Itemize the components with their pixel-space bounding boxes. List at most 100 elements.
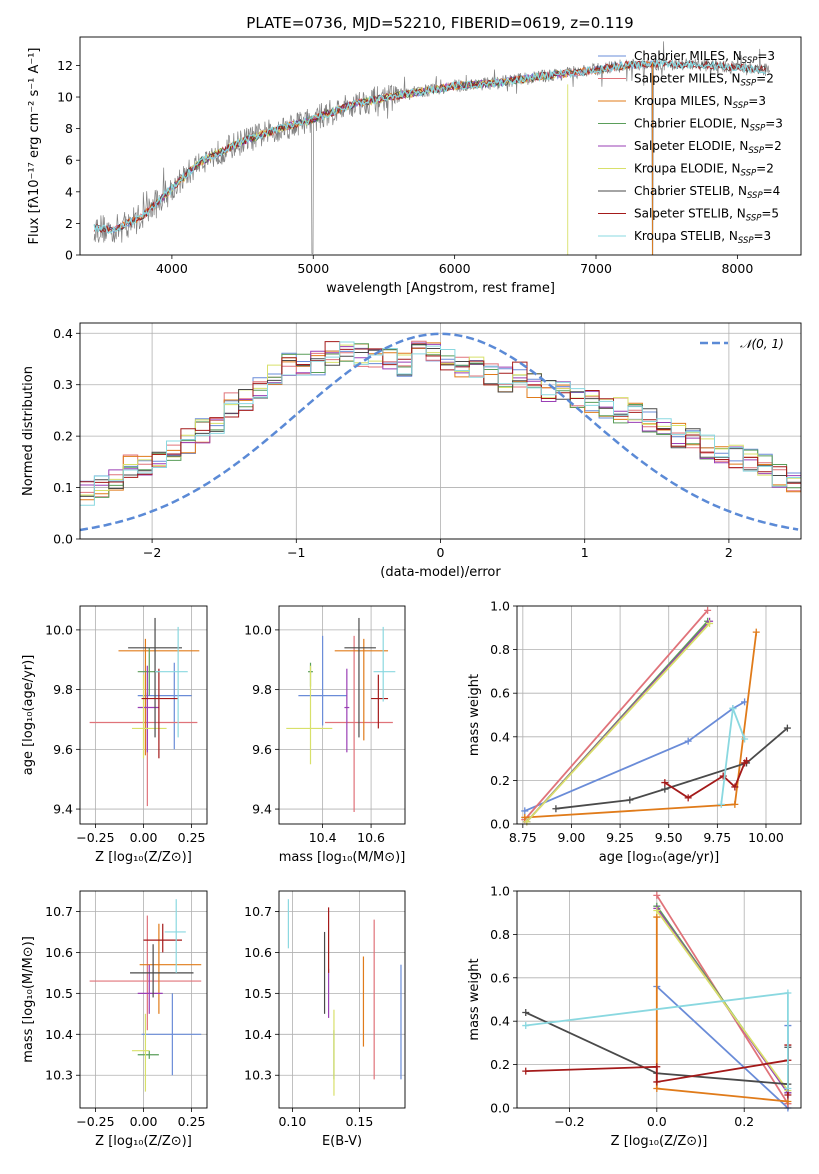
plot-area	[93, 41, 771, 255]
x-tick-label: 9.75	[703, 830, 731, 845]
y-tick-label: 0	[65, 248, 73, 263]
y-tick-label: 0.4	[490, 1014, 510, 1029]
data-point-marker	[661, 785, 669, 793]
x-tick-label: 0.25	[178, 1114, 206, 1129]
axes-frame	[79, 890, 208, 1109]
errorbar-point-kroupa_stelib	[373, 626, 396, 702]
axes-frame	[278, 890, 406, 1109]
y-tick-label: 10.6	[244, 945, 272, 960]
x-tick-label: −0.25	[76, 1114, 114, 1129]
gridlines	[279, 891, 405, 1108]
age_vs_Z-panel: −0.25 0.00 0.25 9.4 9.6 9.8 10.0 Z [log₁₀(Z/Z⊙)…	[21, 605, 208, 865]
y-tick-label: 10.5	[244, 986, 272, 1001]
x-tick-label: −2	[143, 545, 161, 560]
x-tick-label: 4000	[156, 261, 188, 276]
gridlines	[279, 606, 405, 824]
y-tick-label: 0.8	[490, 642, 510, 657]
y-tick-label: 0.2	[490, 773, 510, 788]
data-point-marker	[731, 783, 739, 791]
x-axis-label: (data-model)/error	[380, 565, 501, 580]
series-kroupa_stelib	[522, 989, 792, 1092]
plot-area	[286, 617, 396, 813]
legend-label: Salpeter STELIB, NSSP=5	[634, 207, 779, 224]
data-point-marker	[522, 1022, 530, 1030]
errorbar-point-chabrier_stelib	[128, 617, 182, 738]
y-tick-label: 10.3	[244, 1068, 272, 1083]
errorbar-point-kroupa_stelib	[164, 899, 186, 973]
errorbar-point-kroupa_stelib	[155, 626, 188, 738]
y-tick-label: 0.3	[53, 377, 73, 392]
x-tick-label: 9.00	[558, 830, 586, 845]
legend-label: Kroupa ELODIE, NSSP=2	[634, 162, 774, 179]
x-axis-label: Z [log₁₀(Z/Z⊙)]	[95, 1134, 192, 1149]
y-tick-label: 1.0	[490, 599, 510, 614]
series-chabrier_stelib	[552, 724, 791, 813]
data-point-marker	[784, 989, 792, 997]
data-point-marker	[552, 805, 560, 813]
plot-area	[521, 606, 791, 826]
data-point-marker	[784, 1091, 792, 1099]
y-axis-label: Flux [fλ10⁻¹⁷ erg cm⁻² s⁻¹ A⁻¹]	[27, 48, 42, 245]
errorbar-point-kroupa_miles	[139, 923, 202, 1014]
data-point-marker	[626, 796, 634, 804]
x-tick-label: 2	[725, 545, 733, 560]
data-point-marker	[661, 779, 669, 787]
data-point-marker	[653, 1078, 661, 1086]
x-tick-label: 1	[581, 545, 589, 560]
y-tick-label: 10.0	[244, 622, 272, 637]
data-point-marker	[653, 913, 661, 921]
model-spectrum-salpeter_miles	[106, 60, 653, 231]
residuals-panel: −2 −1 0 1 2 0.0 0.1 0.2 0.3 0.4 (data-model)/error…	[21, 322, 802, 580]
y-axis-label: Normed distribution	[21, 366, 36, 496]
series-line	[524, 632, 758, 819]
plot-area	[287, 899, 402, 1096]
y-tick-label: 10.4	[45, 1027, 73, 1042]
y-tick-label: 12	[57, 58, 73, 73]
data-point-marker	[521, 813, 529, 821]
histogram-kroupa_elodie	[80, 344, 801, 496]
x-tick-label: 0.00	[130, 830, 158, 845]
y-axis-label: mass weight	[467, 674, 482, 756]
errorbar-point-kroupa_elodie	[131, 674, 167, 759]
x-axis-label: E(B-V)	[322, 1134, 362, 1149]
errorbar-point-salpeter_elodie	[344, 668, 350, 753]
histogram-chabrier_miles	[80, 347, 801, 498]
legend-label: Salpeter MILES, NSSP=2	[634, 72, 774, 89]
y-tick-label: 10.6	[45, 945, 73, 960]
plot-area	[89, 899, 202, 1092]
errorbar-point-kroupa_elodie	[131, 1013, 150, 1092]
x-tick-label: 10.4	[309, 830, 337, 845]
x-tick-label: 0.0	[647, 1114, 667, 1129]
model-spectrum-salpeter_stelib	[93, 60, 767, 233]
model-spectrum-kroupa_miles	[106, 61, 653, 234]
errorbar-point-salpeter_stelib	[141, 668, 179, 759]
axes-frame	[79, 36, 802, 256]
x-tick-label: 0.2	[734, 1114, 754, 1129]
chart-title: PLATE=0736, MJD=52210, FIBERID=0619, z=0…	[246, 14, 633, 32]
y-tick-label: 0.6	[490, 686, 510, 701]
massweight_vs_Z-panel: −0.2 0.0 0.2 0.0 0.2 0.4 0.6 0.8 1.0 Z [log₁₀(Z/Z…	[467, 884, 802, 1149]
data-point-marker	[706, 619, 714, 627]
histogram-chabrier_stelib	[80, 344, 801, 501]
errorbar-point-salpeter_stelib	[143, 923, 182, 953]
gridlines	[80, 891, 207, 1108]
data-point-marker	[684, 794, 692, 802]
legend-label: Kroupa MILES, NSSP=3	[634, 94, 766, 111]
data-point-marker	[522, 1009, 530, 1017]
x-tick-label: 5000	[297, 261, 329, 276]
model-spectrum-chabrier_elodie	[157, 68, 569, 203]
errorbar-point-kroupa_elodie	[286, 665, 333, 765]
data-point-marker	[783, 724, 791, 732]
y-tick-label: 0.4	[490, 729, 510, 744]
y-tick-label: 0.0	[490, 1101, 510, 1116]
errorbar-point-chabrier_miles	[141, 993, 202, 1076]
y-tick-label: 0.0	[490, 817, 510, 832]
y-tick-label: 9.8	[252, 682, 272, 697]
axes-frame	[79, 322, 802, 540]
y-tick-label: 0.6	[490, 970, 510, 985]
y-tick-label: 0.8	[490, 927, 510, 942]
y-tick-label: 10	[57, 90, 73, 105]
errorbar-point-salpeter_stelib	[371, 674, 389, 729]
x-axis-label: age [log₁₀(age/yr)]	[599, 850, 720, 865]
